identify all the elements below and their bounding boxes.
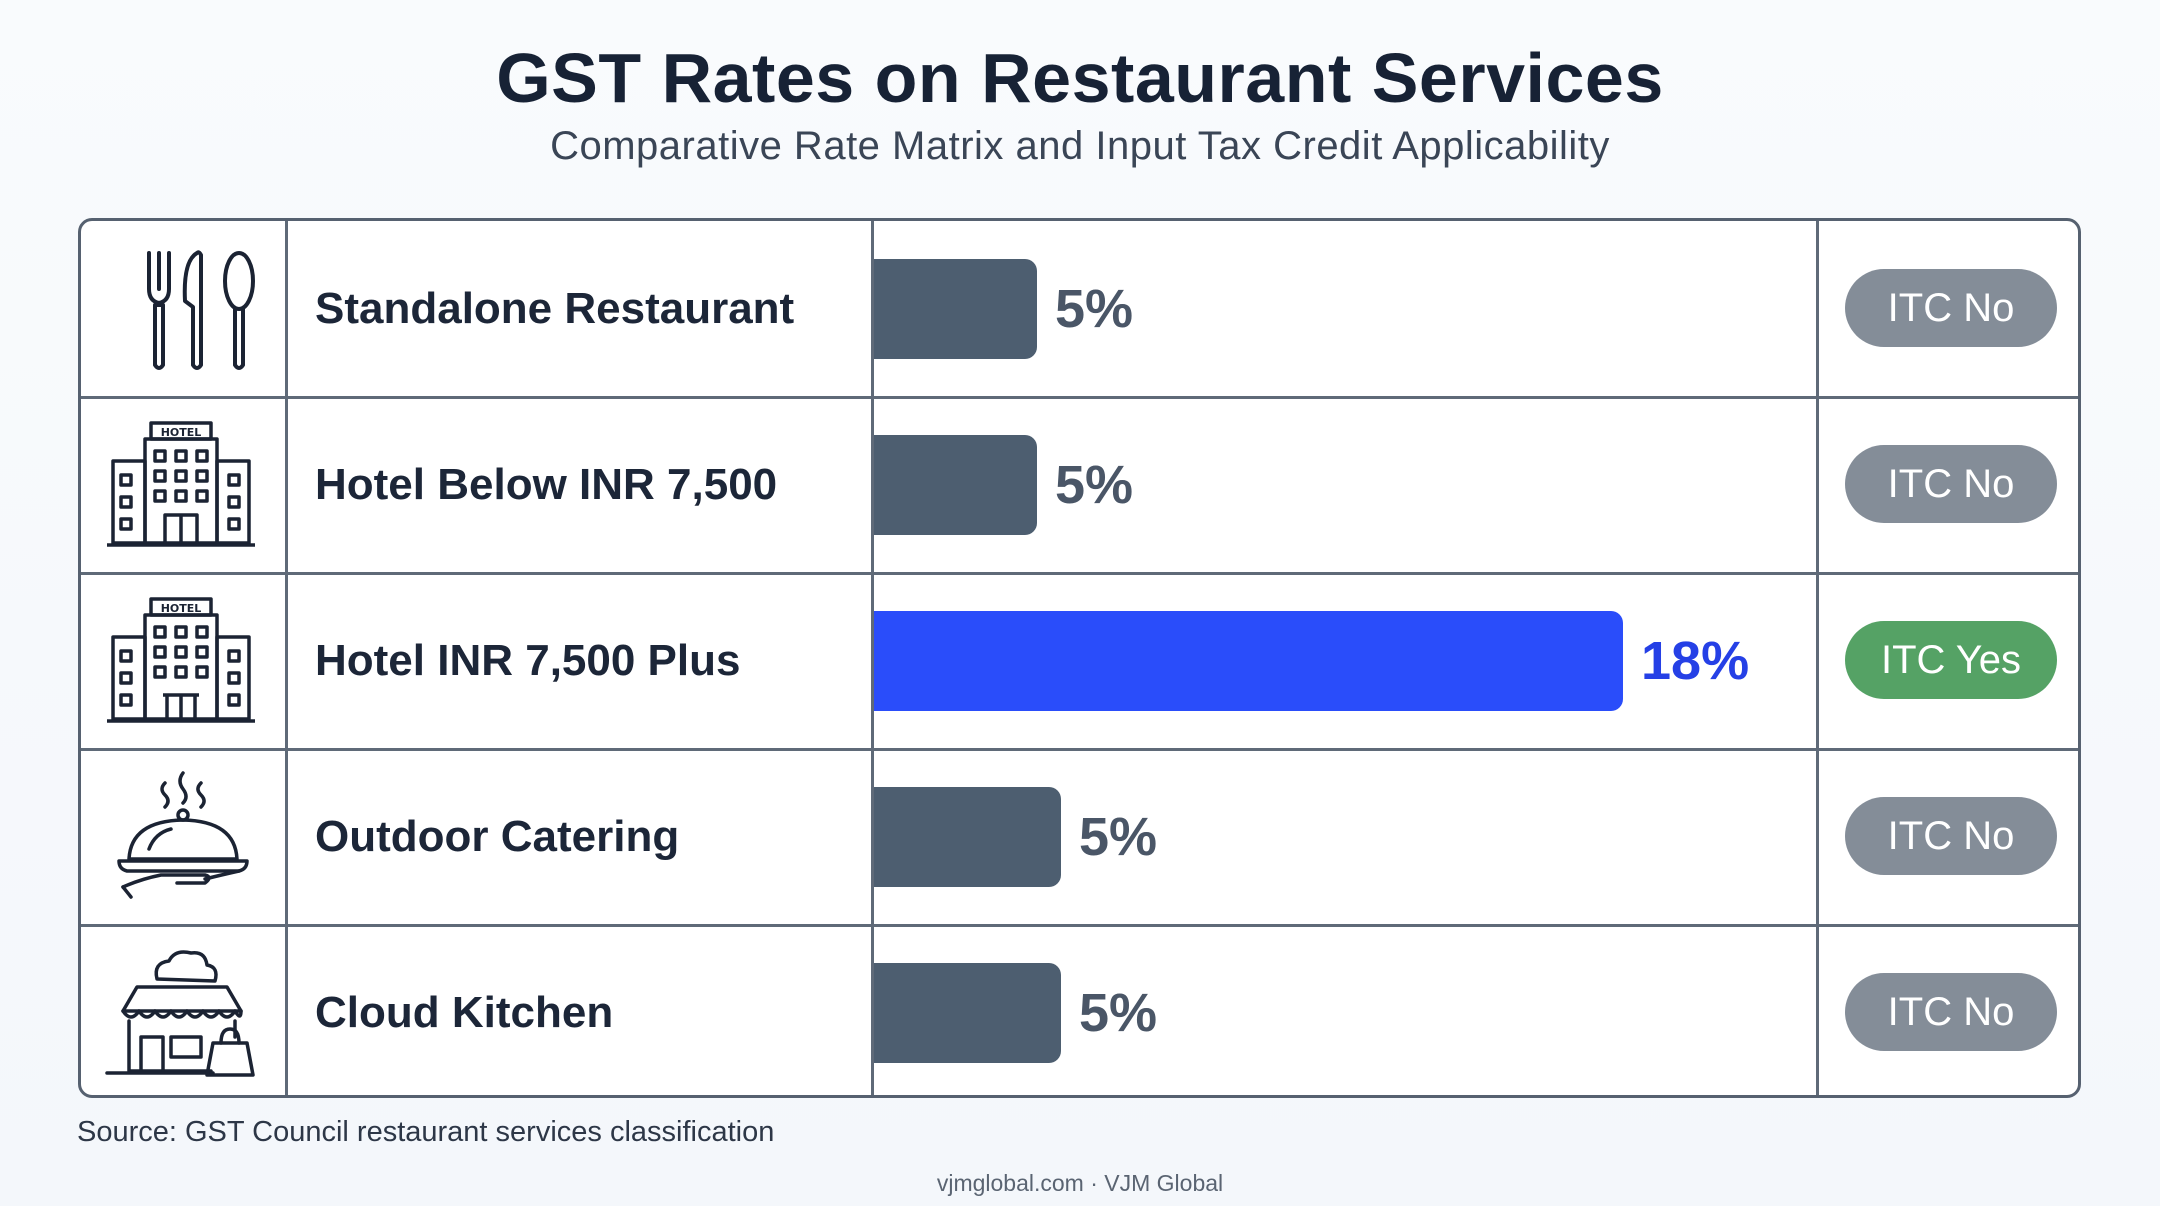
category-label: Standalone Restaurant — [315, 284, 795, 333]
value-label: 5% — [1055, 455, 1134, 515]
chart-subtitle: Comparative Rate Matrix and Input Tax Cr… — [550, 124, 1610, 168]
bar-hotel-below — [873, 435, 1037, 535]
row-divider — [81, 748, 2078, 751]
value-label: 5% — [1079, 983, 1158, 1043]
itc-badge: ITC No — [1845, 973, 2057, 1051]
hotel-building-icon: HOTEL — [101, 417, 266, 553]
value-label: 5% — [1055, 279, 1134, 339]
matrix-row: Standalone Restaurant 5% ITC No — [81, 221, 2078, 397]
category-label: Outdoor Catering — [315, 812, 680, 861]
matrix-row: Outdoor Catering 5% ITC No — [81, 749, 2078, 925]
matrix-row: HOTEL Hotel INR 7,500 Plus 18% ITC Yes — [81, 573, 2078, 749]
column-divider — [1816, 221, 1819, 1095]
bar-outdoor-catering — [873, 787, 1061, 887]
bar-cloud-kitchen — [873, 963, 1061, 1063]
chart-title: GST Rates on Restaurant Services — [496, 39, 1664, 117]
cutlery-icon — [101, 241, 266, 377]
column-divider — [285, 221, 288, 1095]
itc-badge: ITC No — [1845, 797, 2057, 875]
column-divider — [871, 221, 874, 1095]
row-divider — [81, 572, 2078, 575]
svg-text:HOTEL: HOTEL — [161, 426, 202, 439]
footer-credit: vjmglobal.com · VJM Global — [936, 1170, 1224, 1196]
category-label: Cloud Kitchen — [315, 988, 614, 1037]
row-divider — [81, 396, 2078, 399]
category-label: Hotel Below INR 7,500 — [315, 460, 778, 509]
rate-matrix: Standalone Restaurant 5% ITC No HOTEL Ho… — [78, 218, 2081, 1098]
itc-badge: ITC No — [1845, 445, 2057, 523]
itc-badge: ITC Yes — [1845, 621, 2057, 699]
serving-cloche-icon — [101, 769, 266, 905]
cloud-kitchen-icon — [101, 945, 266, 1081]
category-label: Hotel INR 7,500 Plus — [315, 636, 741, 685]
hotel-building-icon: HOTEL — [101, 593, 266, 729]
svg-text:HOTEL: HOTEL — [161, 602, 202, 615]
matrix-row: HOTEL Hotel Below INR 7,500 5% ITC No — [81, 397, 2078, 573]
bar-standalone-restaurant — [873, 259, 1037, 359]
bar-hotel-plus — [873, 611, 1623, 711]
value-label: 18% — [1641, 631, 1750, 691]
matrix-row: Cloud Kitchen 5% ITC No — [81, 925, 2078, 1095]
itc-badge: ITC No — [1845, 269, 2057, 347]
row-divider — [81, 924, 2078, 927]
value-label: 5% — [1079, 807, 1158, 867]
source-note: Source: GST Council restaurant services … — [77, 1116, 775, 1148]
